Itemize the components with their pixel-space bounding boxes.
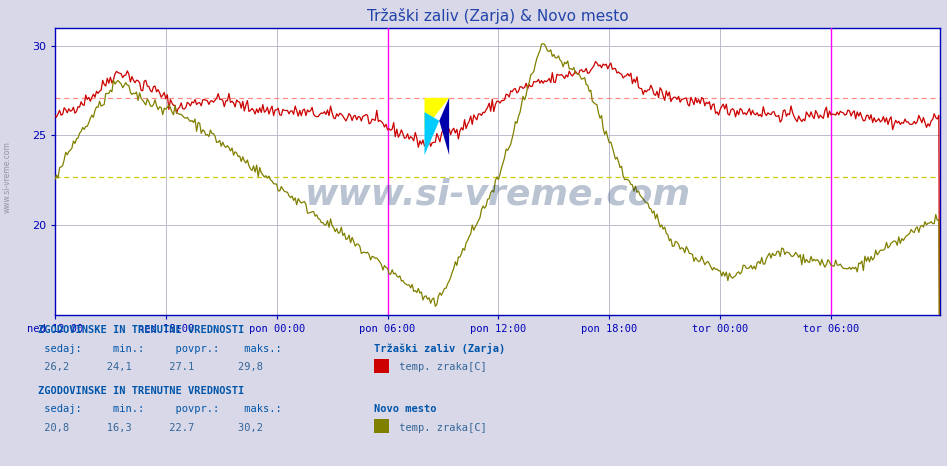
Text: 26,2      24,1      27.1       29,8: 26,2 24,1 27.1 29,8 bbox=[38, 363, 263, 372]
Text: www.si-vreme.com: www.si-vreme.com bbox=[305, 177, 690, 211]
Polygon shape bbox=[439, 98, 449, 155]
Polygon shape bbox=[424, 112, 439, 155]
Text: sedaj:     min.:     povpr.:    maks.:: sedaj: min.: povpr.: maks.: bbox=[38, 344, 281, 354]
Title: Tržaški zaliv (Zarja) & Novo mesto: Tržaški zaliv (Zarja) & Novo mesto bbox=[366, 8, 629, 24]
Text: Novo mesto: Novo mesto bbox=[374, 404, 437, 414]
Text: 20,8      16,3      22.7       30,2: 20,8 16,3 22.7 30,2 bbox=[38, 423, 263, 433]
Text: sedaj:     min.:     povpr.:    maks.:: sedaj: min.: povpr.: maks.: bbox=[38, 404, 281, 414]
Text: Tržaški zaliv (Zarja): Tržaški zaliv (Zarja) bbox=[374, 343, 506, 354]
Text: temp. zraka[C]: temp. zraka[C] bbox=[393, 363, 487, 372]
Text: ZGODOVINSKE IN TRENUTNE VREDNOSTI: ZGODOVINSKE IN TRENUTNE VREDNOSTI bbox=[38, 325, 244, 335]
Text: ZGODOVINSKE IN TRENUTNE VREDNOSTI: ZGODOVINSKE IN TRENUTNE VREDNOSTI bbox=[38, 386, 244, 396]
Polygon shape bbox=[424, 98, 449, 130]
Text: www.si-vreme.com: www.si-vreme.com bbox=[3, 141, 12, 213]
Text: temp. zraka[C]: temp. zraka[C] bbox=[393, 423, 487, 433]
